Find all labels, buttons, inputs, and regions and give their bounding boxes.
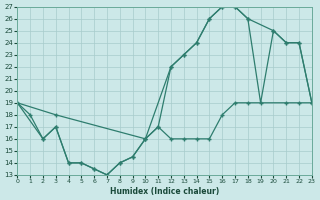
X-axis label: Humidex (Indice chaleur): Humidex (Indice chaleur)	[110, 187, 219, 196]
